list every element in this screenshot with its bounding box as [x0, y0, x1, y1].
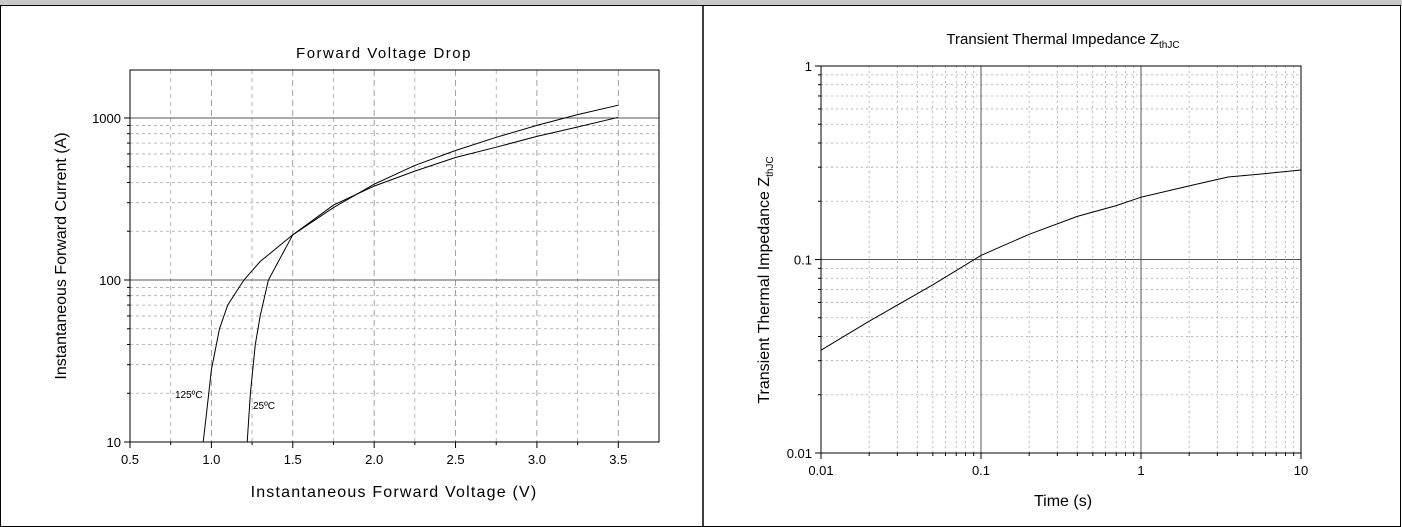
thermal-impedance-title-sub: thJC — [1159, 40, 1180, 51]
y-tick-label: 10 — [107, 435, 121, 450]
x-tick-label: 2.0 — [365, 452, 383, 467]
y-tick-label: 100 — [99, 273, 121, 288]
x-tick-label: 0.1 — [972, 463, 990, 478]
thermal-impedance-grid — [821, 66, 1301, 453]
x-tick-label: 3.5 — [609, 452, 627, 467]
y-tick-label: 1 — [805, 59, 812, 74]
x-tick-label: 0.5 — [121, 452, 139, 467]
thermal-impedance-ylabel: Transient Thermal Impedance ZthJC — [756, 156, 776, 403]
x-tick-label: 1.5 — [284, 452, 302, 467]
x-tick-label: 2.5 — [446, 452, 464, 467]
y-tick-label: 1000 — [92, 111, 121, 126]
series-label-25c: 25ºC — [253, 401, 275, 412]
series-label-125c: 125ºC — [175, 390, 203, 401]
forward-voltage-plot-frame — [129, 69, 660, 443]
series-line-0 — [202, 104, 619, 443]
thermal-impedance-series — [820, 169, 1302, 351]
x-tick-label: 10 — [1294, 463, 1308, 478]
series-line-0 — [820, 169, 1302, 351]
x-tick-label: 1 — [1137, 463, 1144, 478]
series-line-1 — [246, 116, 619, 443]
thermal-impedance-ylabel-main: Transient Thermal Impedance Z — [756, 177, 773, 404]
thermal-impedance-title: Transient Thermal Impedance ZthJC — [946, 31, 1179, 51]
forward-voltage-series — [202, 104, 619, 443]
x-tick-label: 3.0 — [528, 452, 546, 467]
thermal-impedance-ticks: 0.01 0.1 1 10 0.01 0.1 1 — [787, 59, 1309, 478]
y-tick-label: 0.01 — [787, 446, 812, 461]
x-tick-label: 1.0 — [202, 452, 220, 467]
thermal-impedance-ylabel-sub: thJC — [765, 156, 776, 177]
forward-voltage-title: Forward Voltage Drop — [296, 45, 472, 62]
forward-voltage-ylabel: Instantaneous Forward Current (A) — [53, 132, 70, 379]
y-tick-label: 0.1 — [794, 253, 812, 268]
chart-thermal-impedance: 0.01 0.1 1 10 0.01 0.1 1 Transient Thermal Imp… — [756, 31, 1308, 510]
forward-voltage-xlabel: Instantaneous Forward Voltage (V) — [251, 484, 538, 501]
forward-voltage-ticks: 0.5 1.0 1.5 2.0 2.5 3.0 3.5 10 100 1000 — [92, 111, 627, 467]
forward-voltage-grid — [130, 70, 659, 442]
thermal-impedance-title-main: Transient Thermal Impedance Z — [946, 31, 1159, 48]
chart-forward-voltage: 0.5 1.0 1.5 2.0 2.5 3.0 3.5 10 100 1000 Forward V… — [53, 45, 660, 501]
x-tick-label: 0.01 — [808, 463, 833, 478]
thermal-impedance-xlabel: Time (s) — [1034, 493, 1092, 510]
